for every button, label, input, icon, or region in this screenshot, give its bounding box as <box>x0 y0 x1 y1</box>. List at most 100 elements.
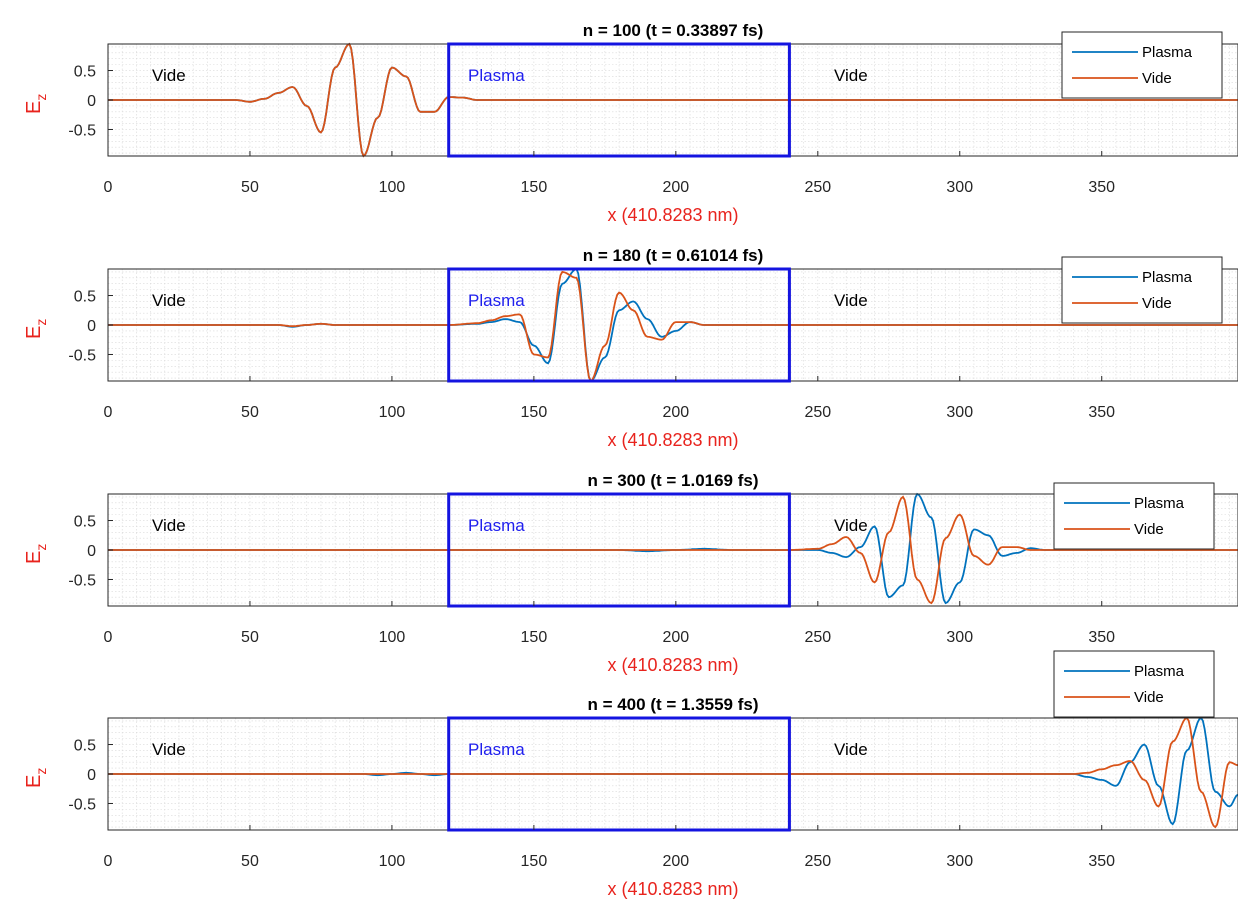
chart-title: n = 100 (t = 0.33897 fs) <box>583 21 764 40</box>
region-annotation: Vide <box>152 516 186 535</box>
x-tick-label: 100 <box>379 629 406 646</box>
y-tick-label: 0 <box>87 543 96 560</box>
x-tick-label: 0 <box>104 404 113 421</box>
region-annotation: Vide <box>152 740 186 759</box>
y-axis-label-main: E <box>23 775 45 788</box>
y-tick-label: -0.5 <box>68 572 96 589</box>
x-tick-label: 250 <box>804 404 831 421</box>
x-tick-label: 50 <box>241 404 259 421</box>
subplot-4: 0 50 100 150 200 250 300 350 0.5 0 -0.5 n = 400 (t … <box>23 650 1238 899</box>
legend-box <box>1061 31 1223 99</box>
x-tick-label: 200 <box>662 404 689 421</box>
x-tick-label: 0 <box>104 629 113 646</box>
plasma-region-box <box>447 492 791 608</box>
y-axis-label: Ez <box>23 94 49 114</box>
x-tick-label: 200 <box>662 179 689 196</box>
x-tick-label: 350 <box>1088 404 1115 421</box>
x-tick-label: 0 <box>104 853 113 870</box>
chart-title: n = 180 (t = 0.61014 fs) <box>583 246 764 265</box>
x-tick-label: 250 <box>804 629 831 646</box>
legend-label: Vide <box>1142 295 1172 312</box>
legend-box <box>1053 482 1215 550</box>
legend-label: Plasma <box>1134 663 1185 680</box>
region-annotation: Plasma <box>468 740 525 759</box>
y-tick-label: -0.5 <box>68 122 96 139</box>
x-tick-label: 350 <box>1088 629 1115 646</box>
y-axis-label: Ez <box>23 544 49 564</box>
y-axis-label: Ez <box>23 319 49 339</box>
y-tick-label: 0 <box>87 767 96 784</box>
series-line-vide <box>108 716 1238 829</box>
legend-label: Vide <box>1142 70 1172 87</box>
y-tick-label: 0.5 <box>74 738 96 755</box>
legend-box <box>1061 256 1223 324</box>
x-tick-label: 150 <box>521 853 548 870</box>
x-tick-label: 50 <box>241 179 259 196</box>
region-annotation: Vide <box>152 291 186 310</box>
y-axis-label-sub: z <box>33 544 49 551</box>
legend: Plasma Vide <box>1061 256 1223 324</box>
plasma-region-box <box>447 42 791 158</box>
y-tick-label: 0.5 <box>74 64 96 81</box>
region-annotation: Plasma <box>468 66 525 85</box>
x-tick-label: 350 <box>1088 179 1115 196</box>
chart-title: n = 300 (t = 1.0169 fs) <box>587 471 758 490</box>
x-tick-label: 200 <box>662 629 689 646</box>
x-tick-label: 250 <box>804 179 831 196</box>
chart-title: n = 400 (t = 1.3559 fs) <box>587 695 758 714</box>
y-axis-label-sub: z <box>33 319 49 326</box>
region-annotation: Plasma <box>468 516 525 535</box>
series-line-vide <box>108 270 1238 383</box>
x-axis-label: x (410.8283 nm) <box>607 879 738 899</box>
legend: Plasma Vide <box>1061 31 1223 99</box>
region-annotation: Vide <box>834 740 868 759</box>
subplot-1: 0 50 100 150 200 250 300 350 0.5 0 -0.5 n = 100 (t … <box>23 21 1238 225</box>
legend-label: Vide <box>1134 521 1164 538</box>
x-tick-label: 250 <box>804 853 831 870</box>
x-tick-label: 100 <box>379 404 406 421</box>
subplot-2: 0 50 100 150 200 250 300 350 0.5 0 -0.5 n = 180 (t … <box>23 246 1238 450</box>
y-axis-label-main: E <box>23 551 45 564</box>
legend-label: Plasma <box>1142 44 1193 61</box>
legend-label: Plasma <box>1134 495 1185 512</box>
y-tick-label: 0.5 <box>74 514 96 531</box>
y-axis-label-main: E <box>23 326 45 339</box>
y-axis-label: Ez <box>23 768 49 788</box>
subplot-3: 0 50 100 150 200 250 300 350 0.5 0 -0.5 n = 300 (t … <box>23 471 1238 675</box>
x-tick-label: 300 <box>946 629 973 646</box>
region-annotation: Vide <box>834 291 868 310</box>
plasma-region-box <box>447 716 791 832</box>
plasma-region-box <box>447 267 791 383</box>
x-tick-label: 0 <box>104 179 113 196</box>
region-annotation: Plasma <box>468 291 525 310</box>
legend: Plasma Vide <box>1053 650 1215 718</box>
x-tick-label: 100 <box>379 179 406 196</box>
x-tick-label: 300 <box>946 853 973 870</box>
y-axis-label-sub: z <box>33 768 49 775</box>
x-tick-label: 50 <box>241 853 259 870</box>
y-tick-label: 0 <box>87 318 96 335</box>
x-tick-label: 150 <box>521 629 548 646</box>
y-tick-label: -0.5 <box>68 796 96 813</box>
legend-box <box>1053 650 1215 718</box>
x-tick-label: 150 <box>521 404 548 421</box>
series-line-vide <box>108 495 1238 605</box>
x-tick-label: 100 <box>379 853 406 870</box>
x-tick-label: 150 <box>521 179 548 196</box>
x-tick-label: 300 <box>946 404 973 421</box>
x-axis-label: x (410.8283 nm) <box>607 205 738 225</box>
y-axis-label-main: E <box>23 101 45 114</box>
region-annotation: Vide <box>152 66 186 85</box>
y-axis-label-sub: z <box>33 94 49 101</box>
x-axis-label: x (410.8283 nm) <box>607 430 738 450</box>
y-tick-label: 0 <box>87 93 96 110</box>
x-tick-label: 200 <box>662 853 689 870</box>
x-tick-label: 50 <box>241 629 259 646</box>
series-line-vide <box>108 42 1238 158</box>
region-annotation: Vide <box>834 66 868 85</box>
x-tick-label: 300 <box>946 179 973 196</box>
legend-label: Vide <box>1134 689 1164 706</box>
legend: Plasma Vide <box>1053 482 1215 550</box>
x-axis-label: x (410.8283 nm) <box>607 655 738 675</box>
